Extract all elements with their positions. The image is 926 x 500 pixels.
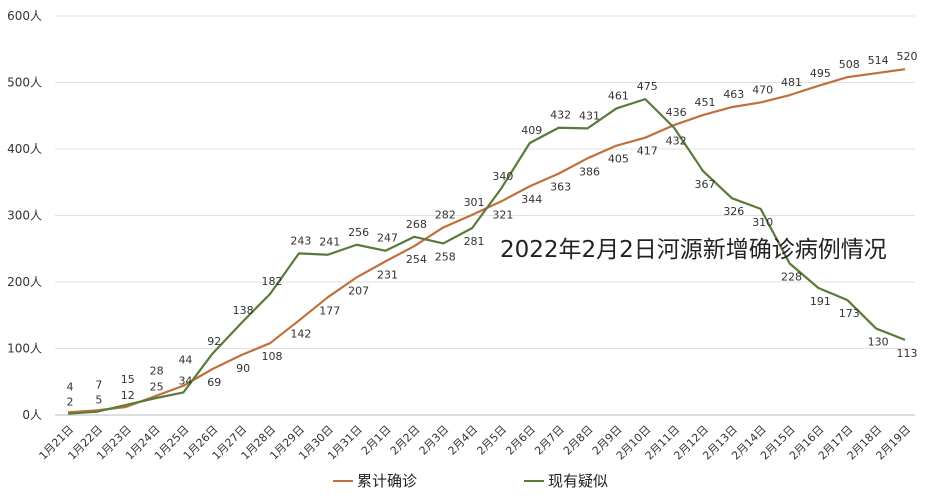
data-label: 5: [95, 394, 102, 407]
data-label: 431: [579, 109, 600, 122]
data-label: 69: [207, 376, 221, 389]
data-label: 520: [897, 50, 918, 63]
data-label: 130: [868, 336, 889, 349]
data-label: 470: [752, 83, 773, 96]
data-label: 25: [150, 380, 164, 393]
data-label: 7: [95, 378, 102, 391]
y-tick-label: 600人: [7, 9, 42, 23]
data-label: 254: [406, 253, 427, 266]
data-label: 108: [262, 350, 283, 363]
data-label: 301: [464, 196, 485, 209]
data-label: 228: [781, 270, 802, 283]
data-label: 463: [723, 88, 744, 101]
legend-swatch: [333, 479, 353, 482]
data-label: 310: [752, 216, 773, 229]
data-label: 475: [637, 80, 658, 93]
legend-label: 累计确诊: [357, 472, 418, 490]
data-label: 92: [207, 335, 221, 348]
x-tick-label: 2月6日: [503, 423, 538, 458]
data-label: 243: [290, 234, 311, 247]
data-label: 90: [236, 362, 250, 375]
data-label: 405: [608, 153, 629, 166]
data-label: 177: [319, 304, 340, 317]
x-tick-label: 2月8日: [561, 423, 596, 458]
data-label: 386: [579, 165, 600, 178]
y-tick-label: 400人: [7, 142, 42, 156]
data-label: 508: [839, 58, 860, 71]
data-label: 326: [723, 205, 744, 218]
y-tick-label: 0人: [22, 408, 42, 422]
y-tick-label: 200人: [7, 275, 42, 289]
data-label: 268: [406, 218, 427, 231]
y-tick-label: 500人: [7, 76, 42, 90]
data-label: 241: [319, 236, 340, 249]
legend-item-cumulative: 累计确诊: [333, 470, 417, 491]
x-tick-label: 2月4日: [446, 423, 481, 458]
legend-item-suspected: 现有疑似: [524, 470, 608, 491]
data-label: 340: [492, 170, 513, 183]
data-label: 481: [781, 76, 802, 89]
y-tick-label: 100人: [7, 342, 42, 356]
x-tick-label: 2月2日: [388, 423, 423, 458]
data-label: 321: [492, 209, 513, 222]
data-label: 432: [666, 135, 687, 148]
watermark-caption: 2022年2月2日河源新增确诊病例情况: [500, 237, 887, 263]
data-label: 34: [178, 374, 192, 387]
data-label: 514: [868, 54, 889, 67]
x-tick-label: 2月3日: [417, 423, 452, 458]
data-label: 44: [178, 354, 192, 367]
data-label: 281: [464, 235, 485, 248]
data-label: 2: [67, 396, 74, 409]
data-label: 231: [377, 268, 398, 281]
data-label: 436: [666, 106, 687, 119]
data-label: 256: [348, 226, 369, 239]
y-tick-label: 300人: [7, 209, 42, 223]
data-label: 247: [377, 232, 398, 245]
data-label: 138: [233, 304, 254, 317]
data-label: 282: [435, 208, 456, 221]
data-label: 432: [550, 109, 571, 122]
data-label: 28: [150, 364, 164, 377]
data-label: 461: [608, 89, 629, 102]
data-label: 113: [897, 347, 918, 360]
data-label: 173: [839, 307, 860, 320]
data-label: 191: [810, 295, 831, 308]
legend-label: 现有疑似: [548, 472, 609, 490]
data-label: 258: [435, 250, 456, 263]
x-tick-label: 2月5日: [474, 423, 509, 458]
data-label: 417: [637, 145, 658, 158]
data-label: 15: [121, 373, 135, 386]
data-label: 344: [521, 193, 542, 206]
legend-swatch: [524, 479, 544, 482]
data-label: 182: [262, 275, 283, 288]
data-label: 12: [121, 389, 135, 402]
x-tick-label: 2月1日: [359, 423, 394, 458]
data-label: 4: [67, 380, 74, 393]
data-label: 451: [694, 96, 715, 109]
x-tick-label: 2月7日: [532, 423, 567, 458]
data-label: 367: [694, 178, 715, 191]
data-label: 207: [348, 284, 369, 297]
data-label: 142: [290, 328, 311, 341]
data-label: 495: [810, 67, 831, 80]
data-label: 409: [521, 124, 542, 137]
series-line-1: [67, 98, 906, 415]
data-label: 363: [550, 181, 571, 194]
